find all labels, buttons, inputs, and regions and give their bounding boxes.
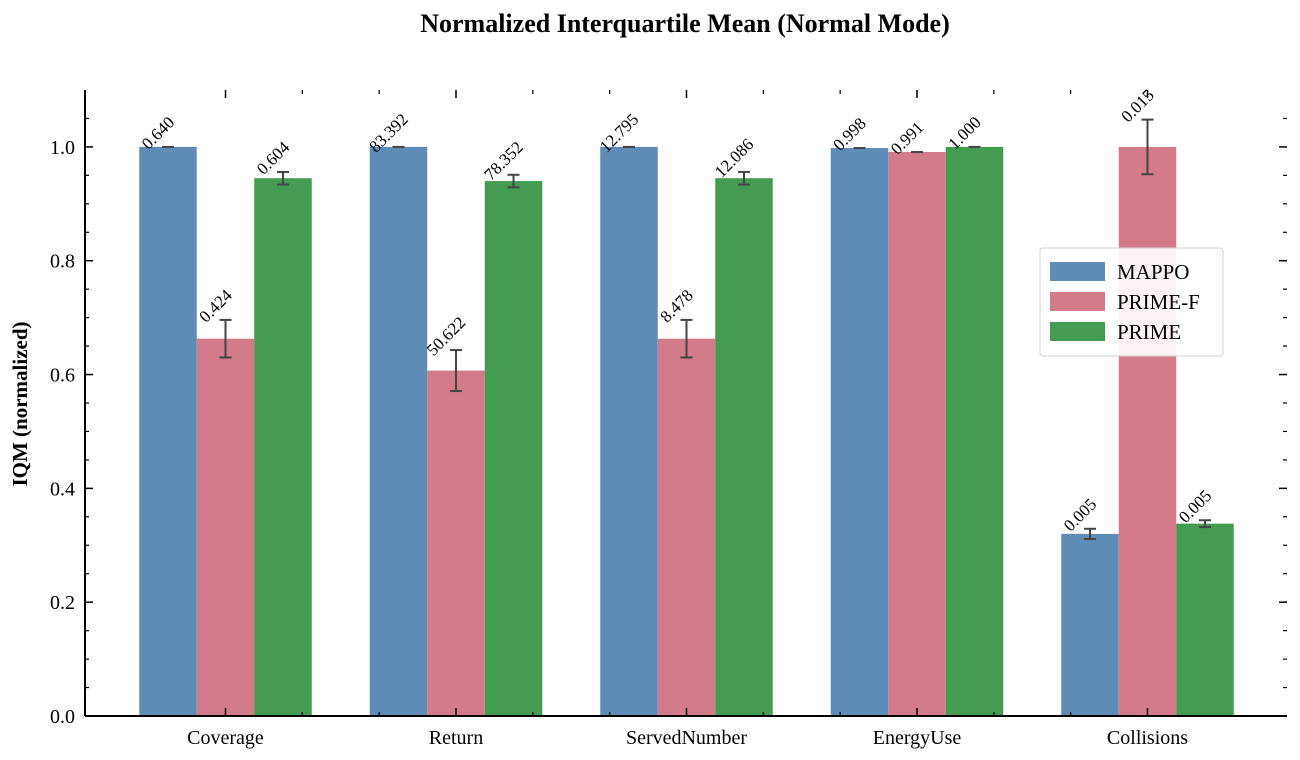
x-tick-label: Collisions — [1107, 727, 1188, 749]
bar-prime-f-coverage — [196, 338, 255, 716]
x-tick-label: ServedNumber — [626, 727, 747, 749]
bar-mappo-coverage — [139, 146, 197, 717]
y-tick-label: 1.0 — [50, 137, 75, 159]
x-tick-label: EnergyUse — [873, 727, 962, 749]
y-tick-label: 0.2 — [50, 592, 75, 614]
legend-swatch-prime — [1050, 322, 1105, 341]
bar-mappo-return — [369, 146, 428, 717]
bar-mappo-collisions — [1061, 533, 1119, 716]
bar-prime-energyuse — [945, 146, 1004, 717]
data-label: 12.086 — [711, 135, 757, 181]
y-axis-label: IQM (normalized) — [8, 321, 32, 486]
y-tick-label: 0.4 — [50, 478, 75, 500]
x-tick-label: Coverage — [187, 727, 264, 749]
x-tick-label: Return — [429, 727, 483, 749]
legend-swatch-mappo — [1050, 262, 1105, 281]
y-tick-label: 0.8 — [50, 251, 75, 273]
data-label: 50.622 — [423, 313, 469, 359]
bar-prime-coverage — [254, 178, 312, 716]
bar-prime-f-energyuse — [888, 152, 946, 717]
y-tick-label: 0.6 — [50, 365, 75, 387]
bar-prime-servednumber — [715, 178, 773, 716]
bar-prime-f-collisions — [1118, 146, 1177, 717]
legend-label-prime-f: PRIME-F — [1117, 290, 1200, 314]
legend-label-prime: PRIME — [1117, 320, 1181, 344]
legend-label-mappo: MAPPO — [1117, 260, 1189, 284]
bar-mappo-servednumber — [600, 146, 658, 717]
plot-area: 0.6400.4240.604Coverage83.39250.62278.35… — [50, 85, 1287, 749]
bar-prime-return — [484, 181, 543, 716]
y-tick-label: 0.0 — [50, 706, 75, 728]
legend: MAPPO PRIME-F PRIME — [1039, 247, 1224, 357]
bar-prime-collisions — [1176, 523, 1234, 716]
bar-prime-f-servednumber — [657, 338, 716, 716]
bar-mappo-energyuse — [830, 148, 889, 717]
legend-swatch-prime-f — [1050, 292, 1105, 311]
bar-prime-f-return — [427, 370, 485, 716]
chart-title: Normalized Interquartile Mean (Normal Mo… — [420, 9, 950, 38]
data-label: 78.352 — [480, 138, 526, 184]
